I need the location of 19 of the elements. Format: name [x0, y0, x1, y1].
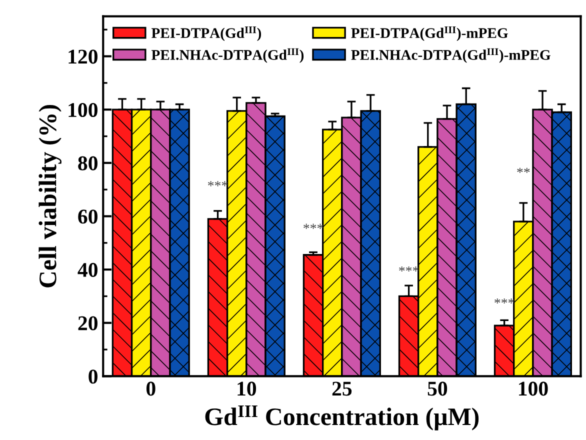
x-tick-label: 25	[332, 382, 352, 396]
x-tick-label: 100	[519, 382, 548, 396]
y-tick-label: 120	[68, 50, 98, 64]
legend-label: PEI.NHAc-DTPA(Gd$^{III}$)-mPEG	[351, 48, 550, 63]
legend-label: PEI-DTPA(Gd$^{III}$)-mPEG	[351, 26, 508, 41]
x-tick-label: 50	[428, 382, 448, 396]
y-tick-label: 80	[78, 156, 98, 170]
x-axis-title: Gd$^{III}$ Concentration (μM)	[205, 406, 479, 430]
y-tick-label: 0	[88, 370, 98, 384]
y-axis-title: Cell viability (%)	[38, 104, 62, 288]
y-tick-label: 100	[68, 102, 98, 118]
legend-label: PEI.NHAc-DTPA(Gd$^{III}$)	[152, 48, 304, 63]
legend-label: PEI-DTPA(Gd$^{III}$)	[152, 26, 262, 41]
annotation: **	[517, 168, 530, 173]
x-tick-label: 0	[146, 382, 156, 396]
x-tick-label: 10	[238, 382, 256, 396]
y-tick-label: 40	[78, 262, 98, 277]
y-tick-label: 60	[78, 210, 98, 224]
y-tick-label: 20	[78, 316, 98, 330]
